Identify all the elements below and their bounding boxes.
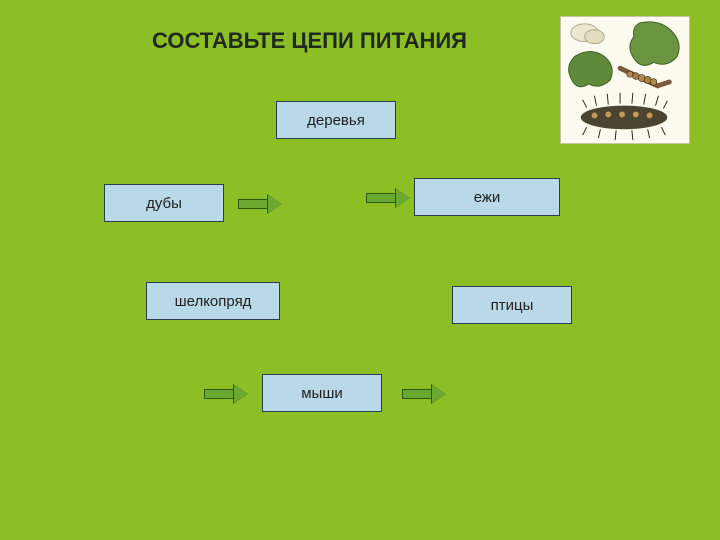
node-silkworm[interactable]: шелкопряд xyxy=(146,282,280,320)
arrow-right-icon xyxy=(366,189,410,207)
arrow-right-icon xyxy=(238,195,282,213)
node-hedgehogs[interactable]: ежи xyxy=(414,178,560,216)
page-title: СОСТАВЬТЕ ЦЕПИ ПИТАНИЯ xyxy=(152,28,467,54)
node-label: птицы xyxy=(491,297,534,314)
caterpillar-lifecycle-icon xyxy=(561,17,689,143)
illustration xyxy=(560,16,690,144)
diagram-stage: СОСТАВЬТЕ ЦЕПИ ПИТАНИЯ деревья дубы ежи … xyxy=(0,0,720,540)
node-label: мыши xyxy=(301,385,343,402)
node-label: шелкопряд xyxy=(175,293,252,310)
arrow-right-icon xyxy=(204,385,248,403)
node-label: ежи xyxy=(474,189,501,206)
node-trees[interactable]: деревья xyxy=(276,101,396,139)
node-label: деревья xyxy=(307,112,365,129)
title-text: СОСТАВЬТЕ ЦЕПИ ПИТАНИЯ xyxy=(152,28,467,53)
node-label: дубы xyxy=(146,195,182,212)
arrow-right-icon xyxy=(402,385,446,403)
node-birds[interactable]: птицы xyxy=(452,286,572,324)
node-oaks[interactable]: дубы xyxy=(104,184,224,222)
node-mice[interactable]: мыши xyxy=(262,374,382,412)
